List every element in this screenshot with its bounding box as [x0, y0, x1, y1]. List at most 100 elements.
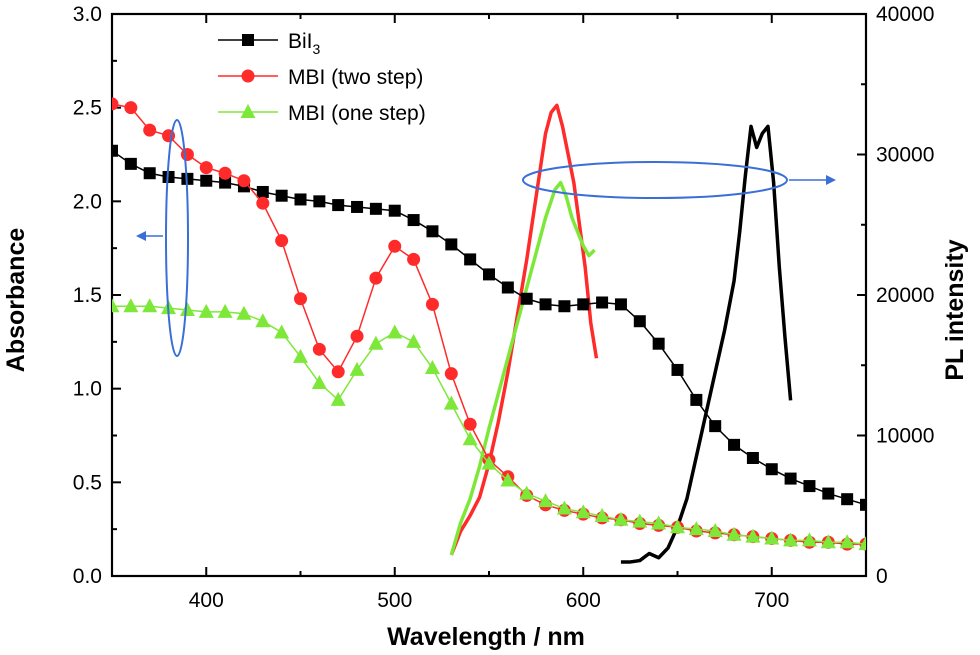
- x-axis-title: Wavelength / nm: [387, 623, 585, 651]
- x-tick-label: 500: [377, 589, 412, 612]
- data-point: [180, 148, 194, 161]
- data-point: [349, 361, 365, 376]
- legend-label-text: MBI (two step): [288, 66, 423, 89]
- left-y-tick-label: 0.5: [73, 471, 102, 494]
- data-point: [426, 225, 439, 238]
- data-point: [688, 521, 704, 536]
- data-point: [575, 504, 591, 519]
- right-y-tick-label: 0: [876, 565, 888, 588]
- data-point: [351, 200, 364, 213]
- data-point: [765, 463, 778, 476]
- data-point: [462, 431, 478, 446]
- data-point: [558, 300, 571, 313]
- data-point: [236, 305, 252, 320]
- data-point: [112, 144, 118, 157]
- data-point: [143, 167, 156, 180]
- data-point: [633, 315, 646, 328]
- data-point: [500, 472, 516, 487]
- data-point: [443, 395, 459, 410]
- data-point: [255, 313, 271, 328]
- annotations-group: [136, 119, 836, 357]
- pl-line: [449, 180, 596, 556]
- data-point: [274, 324, 290, 339]
- data-point: [275, 189, 288, 202]
- legend-item: BiI3: [218, 30, 321, 57]
- data-point: [350, 329, 364, 343]
- left-axis-ellipse: [165, 119, 189, 357]
- left-y-tick-label: 1.5: [73, 284, 102, 307]
- data-point: [463, 417, 477, 431]
- data-point: [784, 472, 797, 485]
- data-point: [218, 166, 232, 180]
- legend-label: MBI (one step): [288, 102, 426, 125]
- data-point: [387, 324, 403, 339]
- left-arrow-icon: [136, 231, 146, 241]
- legend-label-subscript: 3: [313, 41, 321, 57]
- data-point: [313, 195, 326, 208]
- data-point: [331, 365, 345, 379]
- data-point: [330, 391, 346, 406]
- data-point: [311, 375, 327, 390]
- legend-label: MBI (two step): [288, 66, 423, 89]
- data-point: [237, 174, 251, 188]
- data-point: [745, 528, 761, 543]
- data-point: [539, 298, 552, 311]
- data-point: [256, 196, 270, 210]
- data-point: [501, 281, 514, 294]
- data-point: [783, 532, 799, 547]
- data-point: [614, 298, 627, 311]
- data-point: [577, 298, 590, 311]
- right-arrow-icon: [826, 175, 836, 185]
- data-point: [764, 530, 780, 545]
- right-y-axis-title: PL intensity: [941, 239, 969, 380]
- data-point: [858, 536, 866, 551]
- data-point: [407, 214, 420, 227]
- data-point: [483, 268, 495, 281]
- data-point: [709, 420, 722, 433]
- data-point: [519, 485, 535, 500]
- absorbance-series-1: [112, 97, 866, 551]
- data-point: [820, 534, 836, 549]
- legend-item: MBI (two step): [218, 66, 423, 89]
- legend-item: MBI (one step): [218, 102, 426, 125]
- right-y-tick-label: 10000: [876, 425, 934, 448]
- plot-frame-group: [110, 12, 868, 578]
- data-point: [841, 493, 854, 506]
- data-point: [613, 511, 629, 526]
- data-point: [594, 508, 610, 523]
- ticks-group: 400 500 600 700 0.0 0.5 1.0 1.5 2.0 2.5 3.0 0 10000 2…: [73, 3, 935, 612]
- data-point: [690, 393, 703, 406]
- data-point: [388, 204, 401, 217]
- left-y-axis-title: Absorbance: [2, 228, 30, 373]
- data-point: [368, 335, 384, 350]
- data-point: [275, 234, 289, 248]
- data-point: [124, 101, 138, 115]
- pl-series-0: [620, 124, 793, 564]
- data-point: [369, 202, 382, 215]
- data-point: [520, 292, 533, 305]
- data-point: [312, 342, 326, 356]
- data-point: [425, 297, 439, 311]
- data-point: [801, 532, 817, 547]
- data-point: [388, 239, 402, 253]
- legend-marker: [240, 104, 256, 118]
- x-tick-label: 700: [754, 589, 789, 612]
- left-y-tick-label: 3.0: [73, 3, 102, 26]
- data-point: [822, 487, 835, 500]
- data-point: [179, 301, 195, 316]
- data-point: [293, 348, 308, 363]
- data-point: [256, 185, 269, 198]
- pl-line: [449, 103, 599, 556]
- data-point: [407, 252, 421, 266]
- right-y-tick-label: 40000: [876, 3, 934, 26]
- data-point: [803, 480, 816, 493]
- data-point: [445, 238, 458, 251]
- legend-label-text: BiI: [288, 30, 313, 53]
- data-point: [652, 337, 665, 350]
- left-y-tick-label: 2.0: [73, 190, 102, 213]
- data-point: [142, 298, 158, 313]
- right-axis-ellipse: [522, 161, 788, 199]
- pl-series-1: [449, 103, 599, 556]
- data-point: [124, 157, 137, 170]
